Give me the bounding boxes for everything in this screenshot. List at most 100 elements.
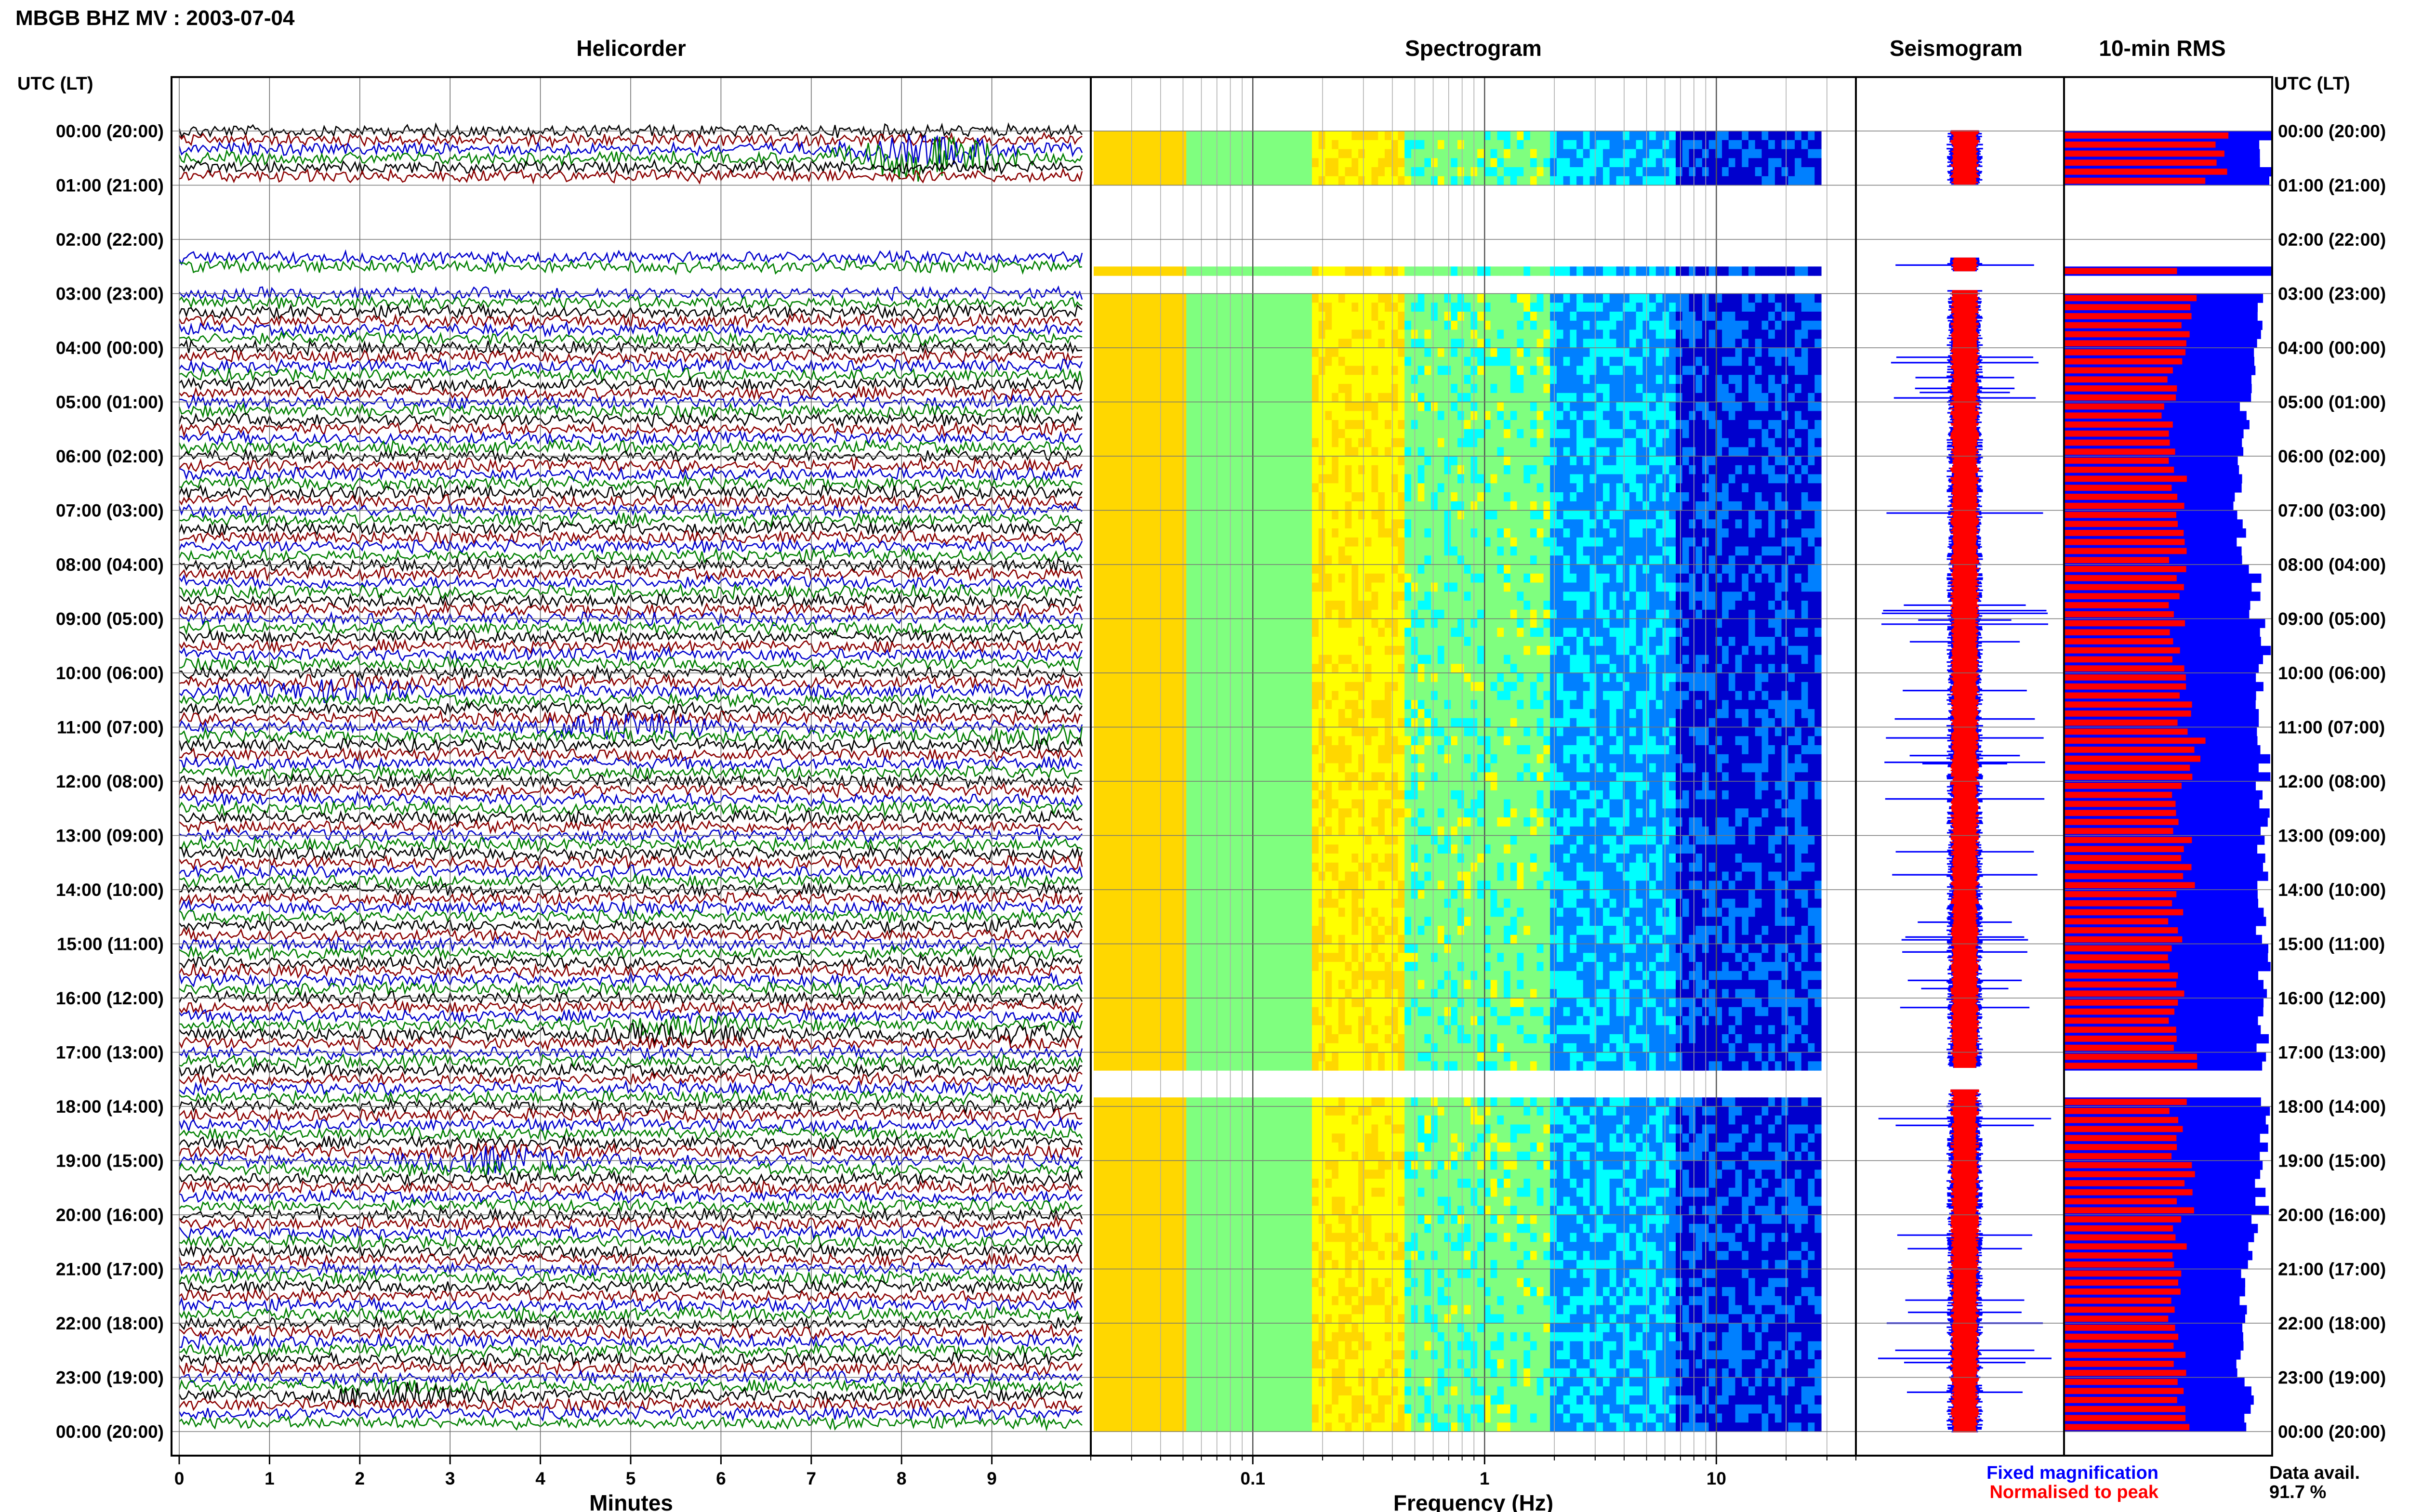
- spectrogram-cell: [1517, 483, 1524, 493]
- spectrogram-cell: [1596, 348, 1603, 357]
- spectrogram-cell: [1417, 402, 1425, 411]
- spectrogram-cell: [1550, 492, 1557, 502]
- spectrogram-cell: [1603, 601, 1610, 610]
- spectrogram-cell: [1265, 329, 1273, 339]
- spectrogram-cell: [1748, 320, 1756, 330]
- spectrogram-cell: [1166, 618, 1174, 628]
- spectrogram-cell: [1550, 402, 1557, 411]
- spectrogram-cell: [1173, 375, 1180, 384]
- spectrogram-cell: [1385, 411, 1392, 421]
- spectrogram-cell: [1728, 293, 1736, 303]
- spectrogram-cell: [1325, 366, 1332, 375]
- spectrogram-cell: [1285, 582, 1293, 592]
- spectrogram-cell: [1649, 402, 1656, 411]
- spectrogram-cell: [1451, 555, 1458, 565]
- spectrogram-cell: [1510, 555, 1518, 565]
- spectrogram-cell: [1199, 609, 1206, 619]
- spectrogram-cell: [1325, 555, 1332, 565]
- spectrogram-cell: [1338, 609, 1346, 619]
- spectrogram-cell: [1371, 167, 1378, 177]
- spectrogram-cell: [1153, 302, 1160, 312]
- spectrogram-cell: [1755, 582, 1762, 592]
- spectrogram-cell: [1715, 537, 1722, 547]
- spectrogram-cell: [1232, 438, 1240, 447]
- spectrogram-cell: [1543, 420, 1550, 430]
- spectrogram-cell: [1100, 312, 1107, 321]
- spectrogram-cell: [1371, 609, 1378, 619]
- spectrogram-cell: [1285, 528, 1293, 538]
- spectrogram-cell: [1298, 339, 1306, 348]
- spectrogram-cell: [1457, 302, 1465, 312]
- spectrogram-cell: [1629, 447, 1637, 457]
- spectrogram-cell: [1642, 402, 1650, 411]
- spectrogram-cell: [1391, 320, 1398, 330]
- spectrogram-cell: [1761, 131, 1769, 141]
- spectrogram-cell: [1504, 465, 1511, 475]
- spectrogram-cell: [1689, 329, 1696, 339]
- spectrogram-cell: [1464, 348, 1471, 357]
- spectrogram-cell: [1722, 429, 1729, 439]
- spectrogram-cell: [1199, 266, 1206, 276]
- spectrogram-cell: [1259, 149, 1266, 158]
- spectrogram-cell: [1464, 582, 1471, 592]
- spectrogram-cell: [1596, 411, 1603, 421]
- spectrogram-cell: [1272, 140, 1279, 150]
- spectrogram-cell: [1279, 176, 1286, 186]
- spectrogram-cell: [1510, 411, 1518, 421]
- spectrogram-cell: [1814, 609, 1822, 619]
- spectrogram-cell: [1219, 546, 1227, 556]
- spectrogram-cell: [1252, 348, 1259, 357]
- spectrogram-cell: [1517, 356, 1524, 367]
- spectrogram-cell: [1497, 601, 1504, 610]
- spectrogram-cell: [1768, 293, 1775, 303]
- spectrogram-cell: [1292, 456, 1299, 466]
- spectrogram-cell: [1530, 149, 1537, 158]
- spectrogram-cell: [1576, 582, 1584, 592]
- spectrogram-cell: [1160, 447, 1167, 457]
- spectrogram-cell: [1378, 510, 1385, 520]
- spectrogram-cell: [1642, 519, 1650, 529]
- spectrogram-cell: [1642, 339, 1650, 348]
- spectrogram-cell: [1556, 565, 1564, 574]
- spectrogram-cell: [1576, 149, 1584, 158]
- spectrogram-cell: [1497, 366, 1504, 375]
- spectrogram-cell: [1358, 411, 1365, 421]
- spectrogram-cell: [1219, 582, 1227, 592]
- spectrogram-cell: [1808, 339, 1815, 348]
- spectrogram-cell: [1245, 501, 1253, 511]
- spectrogram-cell: [1530, 312, 1537, 321]
- spectrogram-cell: [1385, 510, 1392, 520]
- spectrogram-cell: [1239, 429, 1246, 439]
- spectrogram-cell: [1437, 465, 1445, 475]
- spectrogram-cell: [1510, 356, 1518, 367]
- spectrogram-cell: [1603, 167, 1610, 177]
- spectrogram-cell: [1755, 546, 1762, 556]
- spectrogram-cell: [1417, 528, 1425, 538]
- spectrogram-cell: [1100, 366, 1107, 375]
- spectrogram-cell: [1338, 167, 1346, 177]
- spectrogram-cell: [1186, 601, 1193, 610]
- spectrogram-cell: [1576, 366, 1584, 375]
- spectrogram-cell: [1417, 573, 1425, 583]
- spectrogram-cell: [1655, 176, 1663, 186]
- spectrogram-cell: [1570, 366, 1577, 375]
- spectrogram-cell: [1543, 356, 1550, 367]
- spectrogram-cell: [1398, 420, 1405, 430]
- spectrogram-cell: [1814, 420, 1822, 430]
- spectrogram-cell: [1160, 140, 1167, 150]
- spectrogram-cell: [1795, 429, 1802, 439]
- spectrogram-cell: [1570, 501, 1577, 511]
- spectrogram-cell: [1153, 528, 1160, 538]
- spectrogram-cell: [1536, 609, 1544, 619]
- spectrogram-cell: [1391, 501, 1398, 511]
- spectrogram-cell: [1385, 348, 1392, 357]
- spectrogram-cell: [1589, 149, 1597, 158]
- spectrogram-cell: [1761, 348, 1769, 357]
- spectrogram-cell: [1530, 555, 1537, 565]
- spectrogram-cell: [1589, 501, 1597, 511]
- spectrogram-cell: [1364, 483, 1372, 493]
- spectrogram-cell: [1742, 510, 1749, 520]
- spectrogram-cell: [1788, 456, 1795, 466]
- spectrogram-cell: [1748, 266, 1756, 276]
- spectrogram-cell: [1583, 356, 1590, 367]
